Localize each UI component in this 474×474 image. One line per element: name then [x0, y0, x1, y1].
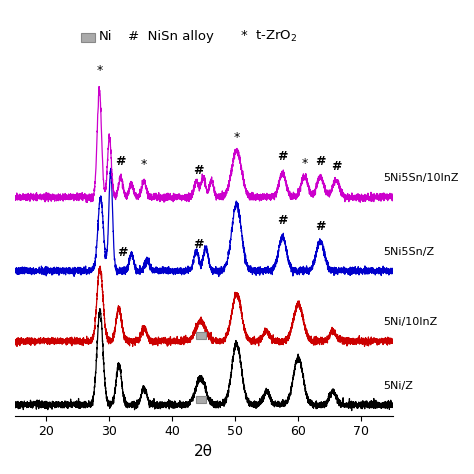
- Text: #: #: [193, 164, 204, 177]
- Text: *: *: [96, 64, 102, 77]
- Text: 5Ni/10InZ: 5Ni/10InZ: [383, 317, 438, 327]
- Text: *: *: [234, 130, 240, 144]
- Text: #: #: [277, 150, 288, 163]
- Text: *  t-ZrO$_2$: * t-ZrO$_2$: [240, 29, 297, 45]
- Text: #: #: [315, 220, 326, 234]
- Text: 5Ni/Z: 5Ni/Z: [383, 381, 413, 391]
- Bar: [196, 332, 206, 339]
- Text: #: #: [277, 214, 288, 227]
- Text: 5Ni5Sn/Z: 5Ni5Sn/Z: [383, 247, 434, 257]
- Bar: [81, 33, 95, 42]
- Text: #: #: [315, 155, 326, 168]
- Text: *: *: [301, 157, 308, 170]
- Text: #  NiSn alloy: # NiSn alloy: [128, 30, 213, 44]
- Bar: [196, 396, 206, 403]
- Text: #: #: [116, 155, 126, 168]
- Text: #: #: [117, 246, 127, 259]
- X-axis label: 2θ: 2θ: [194, 444, 213, 459]
- Text: *: *: [141, 158, 147, 171]
- Text: #: #: [193, 238, 204, 251]
- Text: Ni: Ni: [99, 30, 112, 44]
- Text: #: #: [331, 160, 341, 173]
- Text: 5Ni5Sn/10InZ: 5Ni5Sn/10InZ: [383, 173, 459, 183]
